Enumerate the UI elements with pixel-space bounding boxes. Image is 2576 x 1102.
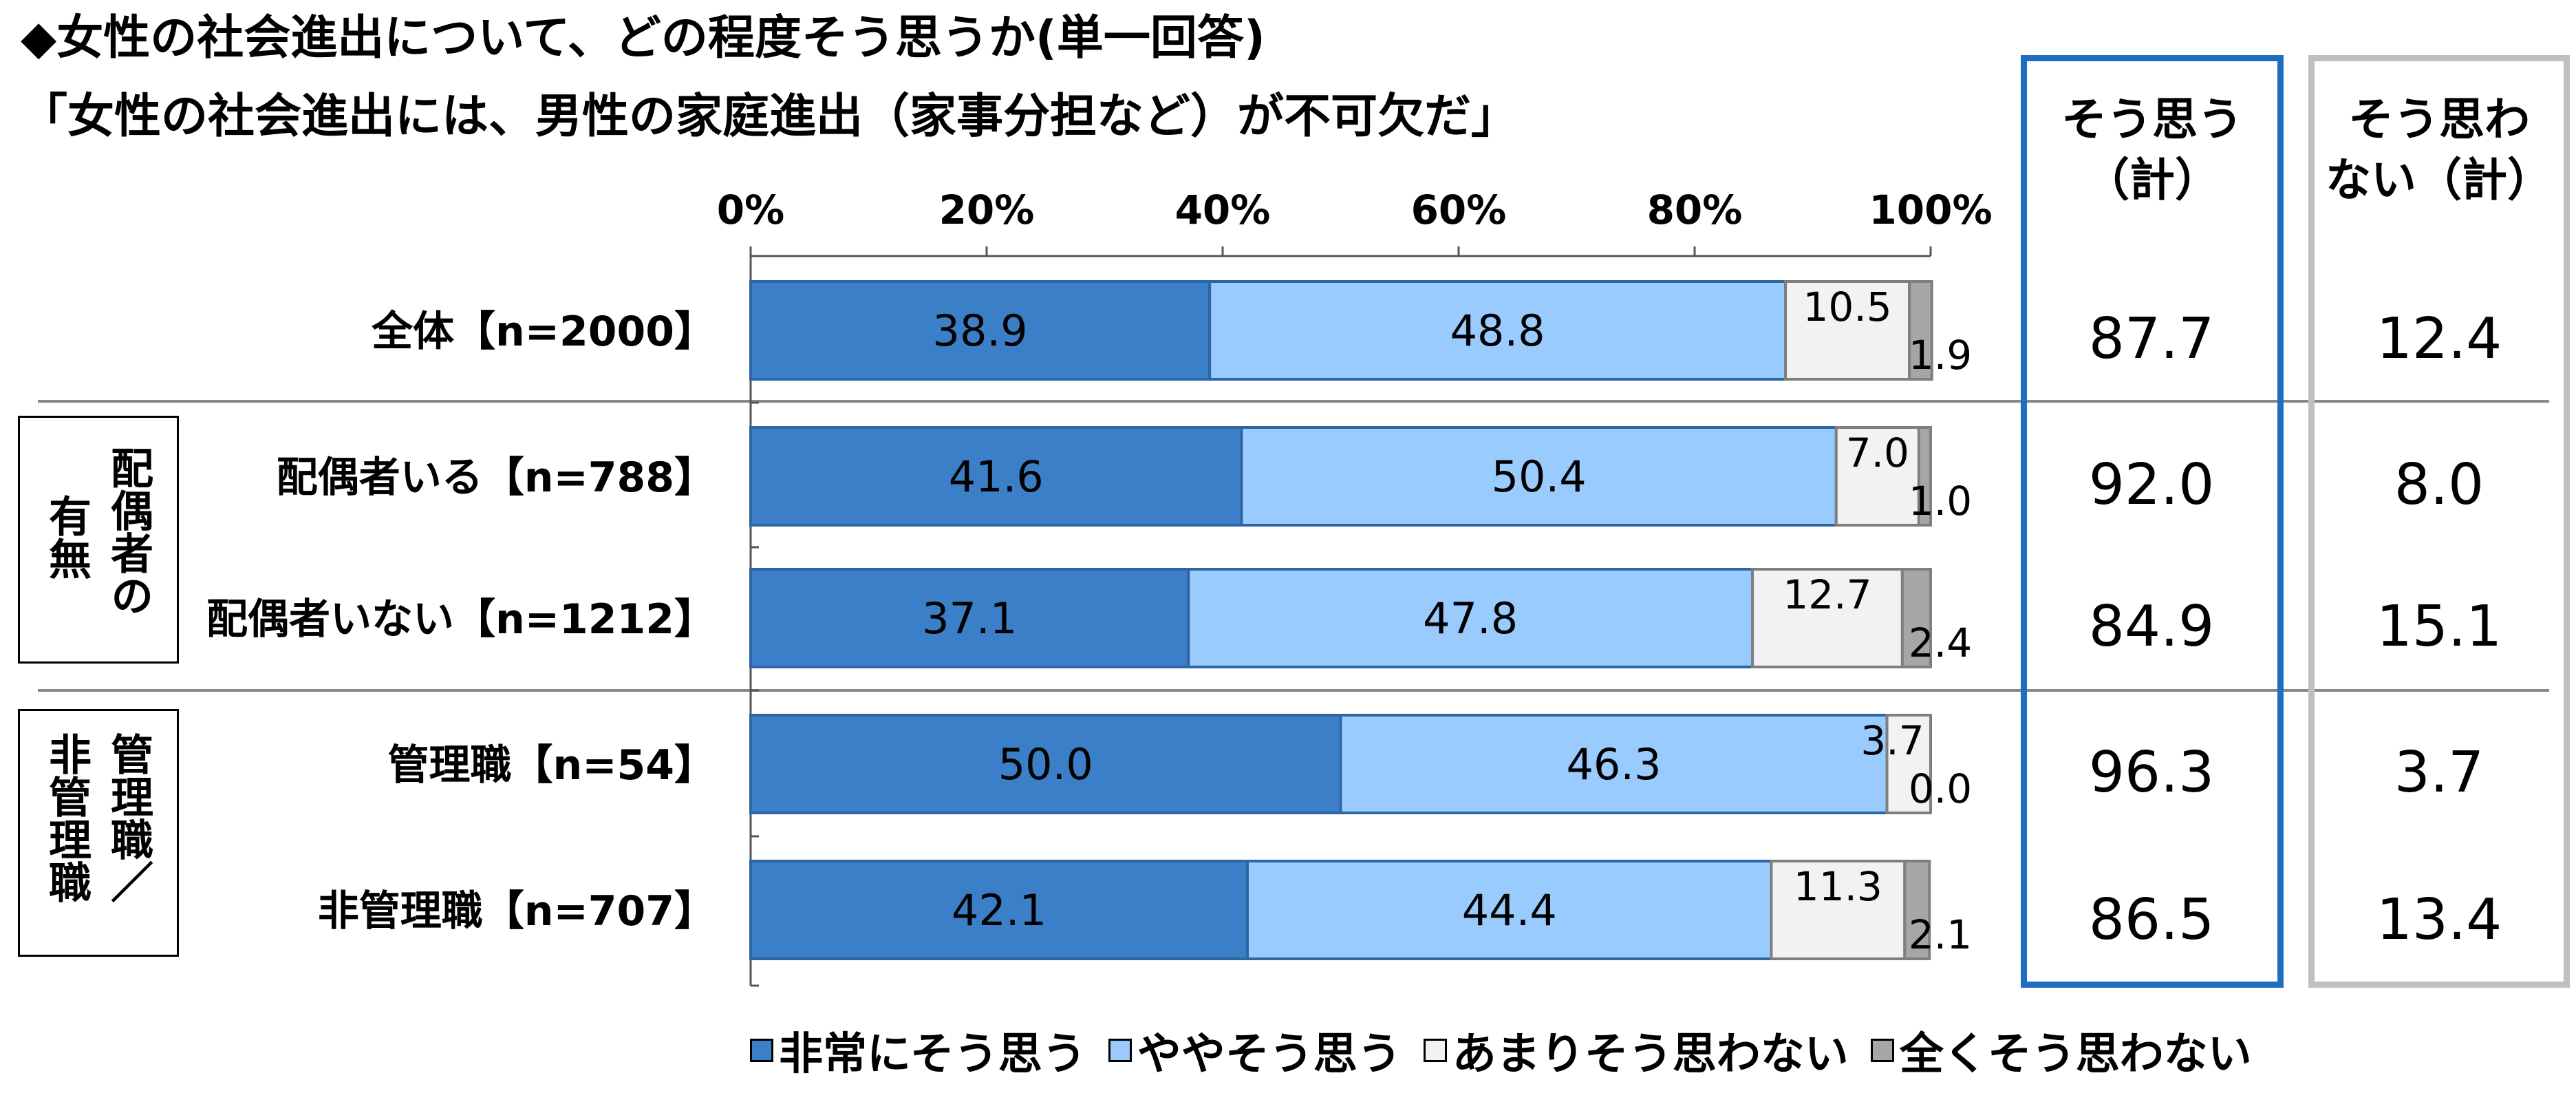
total-yes-4: 86.5: [2088, 887, 2215, 953]
bar-segment: [1917, 426, 1933, 527]
data-label: 50.4: [1492, 452, 1587, 502]
data-label: 2.1: [1909, 911, 1972, 958]
summary-yes-header-line2: （計）: [2084, 153, 2220, 206]
data-label: 2.4: [1909, 619, 1972, 666]
x-tick-label: 80%: [1647, 187, 1743, 233]
group-manager-col2: 管理職／: [103, 732, 153, 903]
legend-item-1: ややそう思う: [1108, 1019, 1402, 1082]
data-label: 37.1: [922, 593, 1017, 644]
summary-yes-box: [2021, 55, 2284, 988]
bar-segment: [1903, 860, 1931, 960]
total-yes-3: 96.3: [2088, 740, 2215, 805]
summary-yes-header: そう思う （計）: [2021, 89, 2284, 211]
data-label: 10.5: [1803, 284, 1892, 330]
legend-item-0: 非常にそう思う: [750, 1019, 1086, 1082]
data-label: 42.1: [952, 885, 1046, 935]
x-tick-label: 0%: [717, 187, 784, 233]
category-label: 配偶者いない【n=1212】: [206, 595, 716, 644]
bar-segment: [749, 714, 1342, 814]
bar-segment: [749, 568, 1190, 668]
data-label: 3.7: [1860, 717, 1924, 764]
bar-segment: [749, 426, 1243, 527]
data-label: 1.0: [1909, 478, 1972, 524]
group-spouse-label-col1: 有無: [41, 494, 92, 580]
summary-no-box: [2308, 55, 2570, 988]
bar-segment: [1885, 714, 1932, 814]
total-no-4: 13.4: [2376, 887, 2502, 953]
category-label: 全体【n=2000】: [371, 308, 716, 356]
data-label: 47.8: [1423, 593, 1518, 644]
group-manager-label-col2: 管理職／: [103, 732, 153, 903]
total-yes-1: 92.0: [2088, 452, 2215, 518]
legend-label-1: ややそう思う: [1137, 1029, 1402, 1080]
category-label: 配偶者いる【n=788】: [277, 454, 716, 502]
group-spouse-box: [18, 416, 179, 664]
bar-segment: [1770, 860, 1907, 960]
x-tick-label: 40%: [1175, 187, 1271, 233]
legend-item-3: 全くそう思わない: [1870, 1019, 2252, 1082]
legend-swatch-0: [750, 1039, 773, 1062]
bar-segment: [1751, 568, 1904, 668]
data-label: 41.6: [949, 452, 1044, 502]
data-label: 38.9: [933, 306, 1028, 356]
x-tick-label: 100%: [1869, 187, 1992, 233]
bar-segment: [1784, 280, 1911, 381]
group-manager-box: [18, 709, 179, 957]
group-spouse-col2: 配偶者の: [103, 446, 153, 617]
legend-label-2: あまりそう思わない: [1452, 1029, 1849, 1080]
bar-segment: [749, 860, 1249, 960]
x-tick-label: 60%: [1411, 187, 1507, 233]
total-no-0: 12.4: [2376, 306, 2502, 372]
legend-swatch-3: [1870, 1039, 1894, 1062]
group-spouse-col1: 有無: [41, 494, 92, 580]
chart-subtitle: 「女性の社会進出には、男性の家庭進出（家事分担など）が不可欠だ」: [21, 89, 1518, 144]
legend-label-3: 全くそう思わない: [1899, 1029, 2252, 1080]
x-tick-label: 20%: [939, 187, 1035, 233]
data-label: 50.0: [998, 739, 1093, 790]
total-yes-2: 84.9: [2088, 594, 2215, 659]
legend: 非常にそう思う ややそう思う あまりそう思わない 全くそう思わない: [750, 1019, 2274, 1082]
legend-label-0: 非常にそう思う: [779, 1029, 1086, 1080]
bar-segment: [1240, 426, 1838, 527]
bar-segment: [749, 280, 1212, 381]
legend-swatch-1: [1108, 1039, 1132, 1062]
data-label: 48.8: [1450, 306, 1545, 356]
category-label: 非管理職【n=707】: [318, 887, 716, 935]
category-label: 管理職【n=54】: [388, 741, 716, 790]
data-label: 12.7: [1783, 571, 1871, 618]
total-no-2: 15.1: [2376, 594, 2502, 659]
summary-no-header-line2: ない（計）: [2326, 153, 2553, 206]
total-yes-0: 87.7: [2088, 306, 2215, 372]
data-label: 7.0: [1846, 430, 1909, 476]
total-no-3: 3.7: [2394, 740, 2484, 805]
group-manager-col1: 非管理職: [41, 732, 92, 903]
chart-title: ◆女性の社会進出について、どの程度そう思うか(単一回答): [21, 11, 1266, 65]
data-label: 0.0: [1909, 765, 1972, 812]
legend-swatch-2: [1423, 1039, 1447, 1062]
bar-segment: [1900, 568, 1933, 668]
data-label: 46.3: [1566, 739, 1661, 790]
legend-item-2: あまりそう思わない: [1423, 1019, 1849, 1082]
summary-no-header: そう思わ ない（計）: [2308, 89, 2570, 211]
group-spouse-label-col2: 配偶者の: [103, 446, 153, 617]
data-label: 44.4: [1462, 885, 1557, 935]
data-label: 11.3: [1794, 863, 1882, 910]
summary-no-header-line1: そう思わ: [2348, 93, 2530, 146]
total-no-1: 8.0: [2394, 452, 2484, 518]
bar-segment: [1208, 280, 1788, 381]
summary-yes-header-line1: そう思う: [2061, 93, 2243, 146]
data-label: 1.9: [1909, 332, 1972, 379]
bar-segment: [1834, 426, 1920, 527]
bar-segment: [1908, 280, 1933, 381]
group-manager-label-col1: 非管理職: [41, 732, 92, 903]
